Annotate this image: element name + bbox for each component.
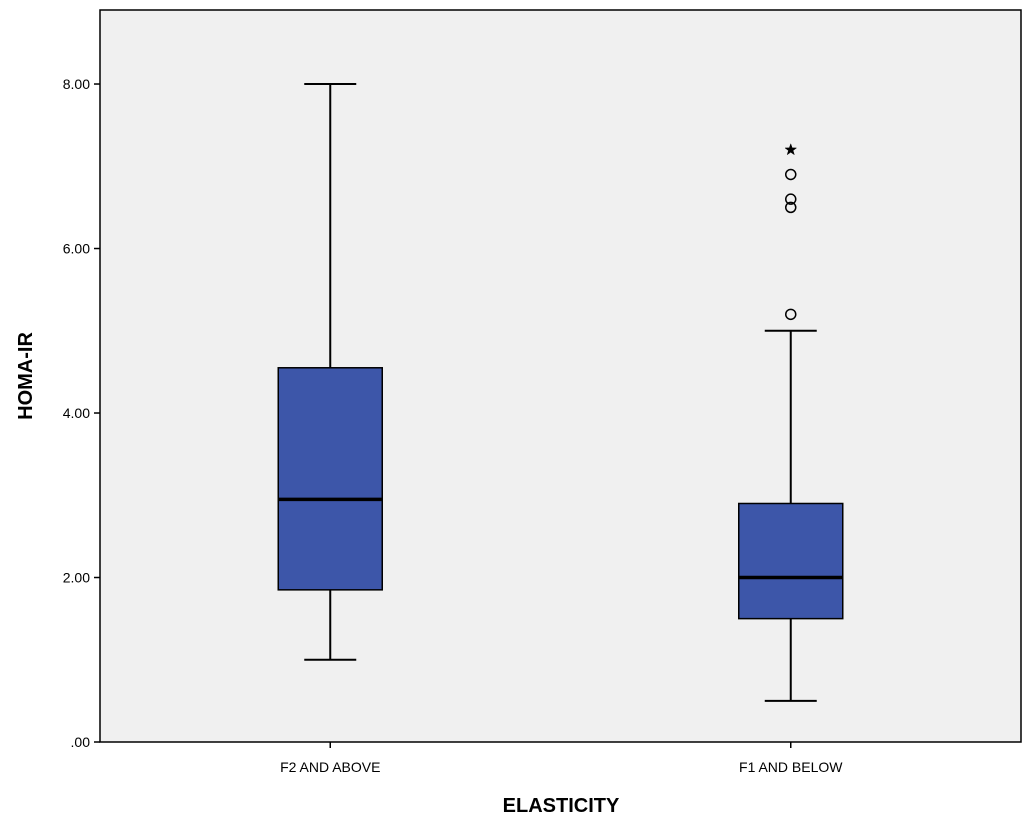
- boxes: [277, 83, 844, 702]
- outlier-point: [785, 308, 797, 321]
- box-iqr: [738, 502, 844, 620]
- extreme-point: [784, 143, 798, 156]
- box-group: [738, 143, 844, 702]
- y-tick-label: 2.00: [63, 570, 90, 586]
- x-axis-title: ELASTICITY: [503, 795, 620, 816]
- x-axis: F2 AND ABOVE F1 AND BELOW: [280, 742, 843, 775]
- outlier-point: [785, 201, 797, 214]
- outlier-point: [785, 193, 797, 205]
- outlier-point: [785, 168, 797, 181]
- y-axis: .00 2.00 4.00 6.00 8.00: [63, 76, 100, 750]
- y-tick-label: 8.00: [63, 76, 90, 92]
- x-tick-label: F2 AND ABOVE: [280, 759, 380, 775]
- y-tick-label: .00: [71, 734, 91, 750]
- plot-area: [99, 9, 1022, 743]
- y-tick-label: 6.00: [63, 241, 90, 257]
- box-group: [277, 83, 383, 661]
- y-axis-title: HOMA-IR: [15, 332, 37, 420]
- y-tick-label: 4.00: [63, 405, 90, 421]
- x-tick-label: F1 AND BELOW: [739, 759, 843, 775]
- box-iqr: [277, 367, 383, 591]
